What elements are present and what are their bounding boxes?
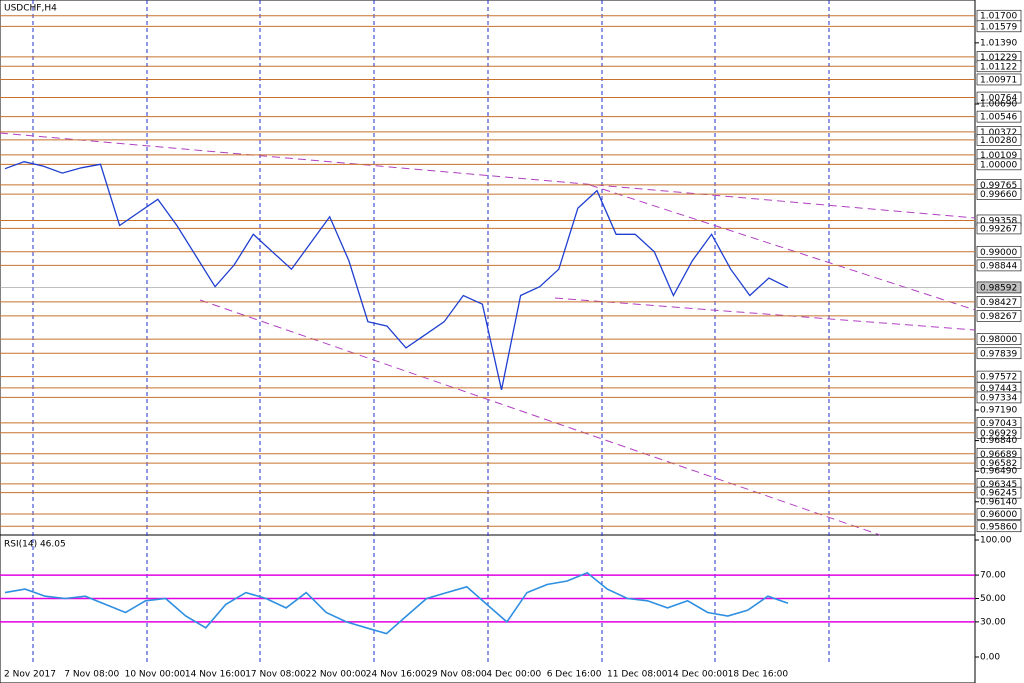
x-tick-label: 17 Nov 08:00 bbox=[245, 670, 306, 680]
series-line bbox=[4, 571, 789, 635]
level-label-box bbox=[976, 91, 1022, 104]
level-label: 0.98000 bbox=[980, 335, 1017, 345]
level-label-box bbox=[976, 158, 1022, 171]
level-label: 0.98844 bbox=[980, 261, 1017, 271]
level-label-box bbox=[976, 333, 1022, 345]
level-label-box bbox=[976, 457, 1022, 469]
level-label: 0.96245 bbox=[980, 489, 1017, 499]
level-label: 0.99358 bbox=[980, 216, 1017, 226]
level-label: 1.00280 bbox=[980, 136, 1017, 146]
current-price-label: 0.98592 bbox=[980, 283, 1017, 293]
x-tick-label: 29 Nov 08:00 bbox=[426, 670, 487, 680]
level-label-box bbox=[976, 508, 1022, 520]
y-tick-label: 0.96840 bbox=[980, 436, 1017, 446]
level-label: 1.01700 bbox=[980, 12, 1017, 22]
level-label-box bbox=[976, 427, 1022, 439]
x-tick-label: 14 Nov 16:00 bbox=[185, 670, 246, 680]
y-tick-label: 0.97190 bbox=[980, 405, 1017, 415]
y-tick-label: 1.00690 bbox=[980, 100, 1017, 110]
level-label: 0.98427 bbox=[980, 298, 1017, 308]
level-label-box bbox=[976, 20, 1022, 33]
y-tick-label: 0.96490 bbox=[980, 467, 1017, 477]
y-tick-label: 50.00 bbox=[980, 594, 1006, 604]
x-tick-label: 11 Dec 08:00 bbox=[607, 670, 668, 680]
x-tick-label: 14 Dec 00:00 bbox=[667, 670, 728, 680]
y-tick-label: 1.01390 bbox=[980, 38, 1017, 48]
level-label-box bbox=[976, 259, 1022, 272]
x-tick-label: 6 Dec 16:00 bbox=[547, 670, 602, 680]
level-label: 0.99660 bbox=[980, 190, 1017, 200]
level-label: 1.00000 bbox=[980, 160, 1017, 170]
level-label-box bbox=[976, 73, 1022, 86]
level-label: 0.96689 bbox=[980, 450, 1017, 460]
level-label: 0.96929 bbox=[980, 429, 1017, 439]
level-label-box bbox=[976, 222, 1022, 235]
level-label-box bbox=[976, 296, 1022, 308]
level-label-box bbox=[976, 245, 1022, 258]
level-label: 0.97443 bbox=[980, 384, 1017, 394]
level-label-box bbox=[976, 188, 1022, 200]
plot-frame bbox=[0, 0, 976, 683]
y-tick-label: 30.00 bbox=[980, 617, 1006, 627]
level-label: 0.97334 bbox=[980, 393, 1017, 403]
level-label: 0.98267 bbox=[980, 312, 1017, 322]
level-label: 1.00764 bbox=[980, 94, 1017, 104]
rsi-title: RSI(14) 46.05 bbox=[4, 540, 66, 550]
level-label-box bbox=[976, 60, 1022, 73]
level-label: 0.97839 bbox=[980, 349, 1017, 359]
level-label-box bbox=[976, 347, 1022, 360]
level-label: 0.96582 bbox=[980, 459, 1017, 469]
level-label-box bbox=[976, 310, 1022, 322]
x-tick-label: 24 Nov 16:00 bbox=[366, 670, 427, 680]
x-tick-label: 22 Nov 00:00 bbox=[306, 670, 367, 680]
level-label: 1.00372 bbox=[980, 128, 1017, 138]
x-tick-label: 4 Dec 00:00 bbox=[486, 670, 541, 680]
current-price-box bbox=[976, 281, 1022, 294]
y-tick-label: 0.00 bbox=[980, 653, 1000, 663]
level-label-box bbox=[976, 134, 1022, 146]
x-tick-label: 7 Nov 08:00 bbox=[64, 670, 119, 680]
y-tick-label: 100.00 bbox=[980, 536, 1012, 546]
y-tick-label: 0.96140 bbox=[980, 497, 1017, 507]
vertical-grid bbox=[32, 0, 830, 665]
series-line bbox=[4, 161, 789, 391]
x-tick-label: 2 Nov 2017 bbox=[4, 670, 56, 680]
x-tick-label: 10 Nov 00:00 bbox=[125, 670, 186, 680]
level-label: 0.95860 bbox=[980, 522, 1017, 532]
chart-title: USDCHF,H4 bbox=[4, 4, 57, 14]
level-label-box bbox=[976, 110, 1022, 123]
level-label: 0.99000 bbox=[980, 248, 1017, 258]
level-label: 0.97572 bbox=[980, 373, 1017, 383]
level-label: 0.96000 bbox=[980, 510, 1017, 520]
level-label: 1.01229 bbox=[980, 53, 1017, 63]
level-label: 0.99267 bbox=[980, 224, 1017, 234]
level-label: 0.99765 bbox=[980, 181, 1017, 191]
level-label: 1.00971 bbox=[980, 75, 1017, 85]
level-label: 0.97043 bbox=[980, 419, 1017, 429]
level-label: 1.01579 bbox=[980, 22, 1017, 32]
level-label-box bbox=[976, 486, 1022, 499]
level-label-box bbox=[976, 520, 1022, 533]
y-tick-label: 70.00 bbox=[980, 571, 1006, 581]
level-label: 1.01122 bbox=[980, 62, 1017, 72]
level-label-box bbox=[976, 391, 1022, 404]
x-tick-label: 18 Dec 16:00 bbox=[728, 670, 789, 680]
level-label: 1.00546 bbox=[980, 113, 1017, 123]
level-label: 1.00109 bbox=[980, 151, 1017, 161]
level-label: 0.96345 bbox=[980, 480, 1017, 490]
